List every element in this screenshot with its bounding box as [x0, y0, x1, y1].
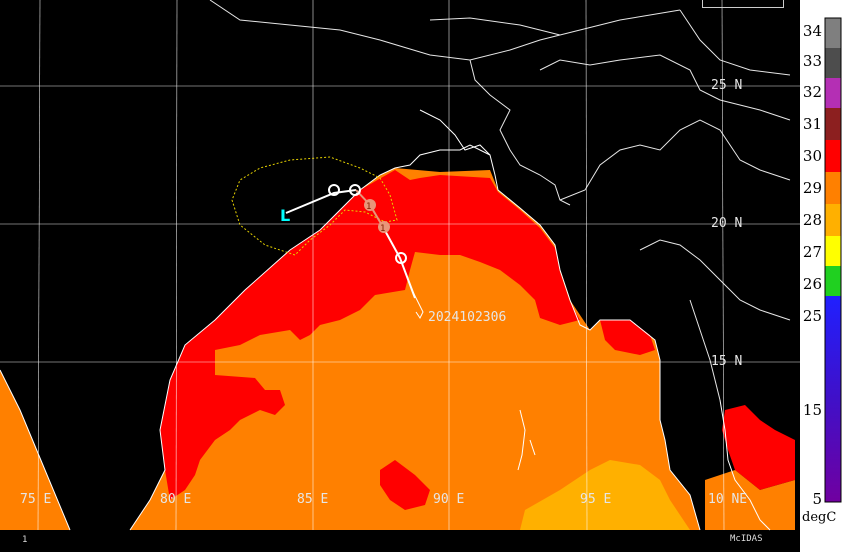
- lon-label-100e: 10 NE: [708, 492, 747, 507]
- colorbar-tick-26: 26: [802, 275, 822, 293]
- header-box: [702, 0, 784, 8]
- colorbar-tick-28: 28: [802, 211, 822, 229]
- swatch-29: [825, 172, 841, 204]
- storm-id-label: 2024102306: [428, 310, 506, 325]
- colorbar-tick-32: 32: [802, 83, 822, 101]
- track-point-1-label: 1: [366, 202, 371, 212]
- sea-29c-west-coast: [0, 370, 70, 530]
- lon-label-90e: 90 E: [433, 492, 464, 507]
- low-pressure-symbol: L: [280, 206, 290, 225]
- coastlines: [0, 109, 771, 531]
- lon-label-95e: 95 E: [580, 492, 611, 507]
- swatch-30: [825, 140, 841, 172]
- colorbar-tick-25: 25: [802, 307, 822, 325]
- wind-radius: [231, 156, 398, 256]
- colorbar-tick-33: 33: [802, 52, 822, 70]
- colorbar-tick-15: 15: [802, 401, 822, 419]
- colorbar-swatches: [824, 17, 842, 503]
- colorbar-tick-31: 31: [802, 115, 822, 133]
- colorbar-tick-29: 29: [802, 179, 822, 197]
- lon-label-80e: 80 E: [160, 492, 191, 507]
- swatch-25-to-5: [825, 296, 841, 502]
- borders: [209, 0, 791, 401]
- sst-map: 1 1 L 2024102306 25 N 20 N 15 N 75 E 80 …: [0, 0, 800, 531]
- sea-30c-main: [160, 175, 580, 500]
- colorbar-tick-5: 5: [812, 490, 822, 508]
- colorbar-tick-34: 34: [802, 22, 822, 40]
- track-line-recent: [382, 226, 416, 299]
- lat-label-20n: 20 N: [711, 216, 742, 231]
- storm-track: 1 1 L: [280, 184, 424, 319]
- swatch-31: [825, 108, 841, 140]
- swatch-27: [825, 236, 841, 266]
- swatch-33: [825, 48, 841, 78]
- colorbar-tick-27: 27: [802, 243, 822, 261]
- frame-number: 1: [22, 535, 28, 545]
- lat-label-25n: 25 N: [711, 78, 742, 93]
- lon-label-75e: 75 E: [20, 492, 51, 507]
- tropical-storm-icon: [328, 184, 407, 264]
- map-canvas: 1 1 L 2024102306 25 N 20 N 15 N 75 E 80 …: [0, 0, 800, 531]
- swatch-28: [825, 204, 841, 236]
- swatch-34: [825, 18, 841, 48]
- colorbar-unit: degC: [802, 510, 837, 525]
- sea-28c: [520, 460, 690, 530]
- mcidas-brand: McIDAS: [730, 534, 763, 544]
- temperature-colorbar: 34 33 32 31 30 29 28 27 26 25 15 5 degC: [800, 0, 845, 552]
- lon-label-85e: 85 E: [297, 492, 328, 507]
- track-point-1: [364, 199, 376, 211]
- swatch-32: [825, 78, 841, 108]
- sea-30c-south: [380, 460, 430, 510]
- track-point-2: [378, 221, 390, 233]
- lat-lon-grid: [0, 0, 800, 531]
- sea-30c-bay-west: [340, 170, 410, 225]
- swatch-26: [825, 266, 841, 296]
- colorbar-tick-30: 30: [802, 147, 822, 165]
- sea-30c-east: [722, 405, 795, 490]
- track-point-2-label: 1: [380, 224, 385, 234]
- lat-label-15n: 15 N: [711, 354, 742, 369]
- track-line-forecast: [285, 189, 357, 214]
